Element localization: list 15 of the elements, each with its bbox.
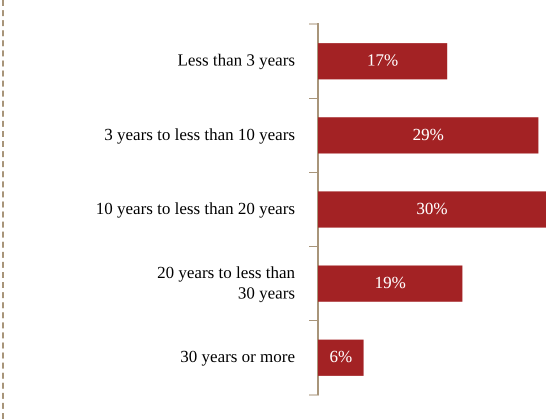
y-tick-label: 10 years to less than 20 years [96, 198, 295, 218]
data-label: 6% [329, 347, 352, 366]
y-tick-label: 3 years to less than 10 years [104, 124, 295, 144]
data-label: 29% [412, 124, 444, 144]
y-tick-label: 30 years or more [180, 347, 295, 366]
bar [318, 340, 364, 376]
data-label: 30% [416, 198, 448, 218]
data-label: 17% [367, 50, 398, 70]
bar [318, 43, 448, 80]
y-tick-label: 20 years to less than 30 years [157, 262, 296, 302]
y-tick-label: Less than 3 years [177, 50, 295, 70]
data-label: 19% [374, 273, 406, 292]
bar [318, 265, 462, 302]
bar [318, 117, 538, 154]
bar [318, 191, 546, 228]
